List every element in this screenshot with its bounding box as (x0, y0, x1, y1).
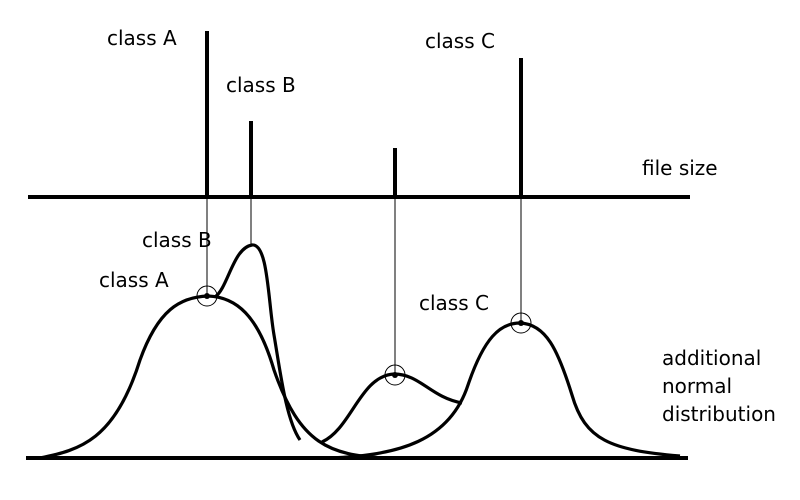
file-size-label: file size (642, 156, 718, 180)
peak-marker-circle-additional (384, 364, 406, 386)
top-label-class-c: class C (425, 29, 495, 53)
peak-marker-circle-class-c (510, 312, 532, 334)
curve-class-c (327, 321, 681, 460)
bottom-label-class-a: class A (99, 268, 169, 292)
side-note-line-3: distribution (662, 402, 776, 426)
side-note-line-2: normal (662, 374, 732, 398)
bottom-label-class-b: class B (142, 228, 212, 252)
bottom-label-class-c: class C (419, 291, 489, 315)
top-label-class-a: class A (107, 26, 177, 50)
peak-marker-dot-additional (392, 372, 398, 378)
side-note-line-1: additional (662, 346, 761, 370)
top-label-class-b: class B (226, 73, 296, 97)
peak-marker-dot-class-c (518, 320, 524, 326)
peak-marker-dot-class-a (204, 293, 210, 299)
curve-class-b (213, 243, 302, 441)
peak-marker-circle-class-a (196, 285, 218, 307)
